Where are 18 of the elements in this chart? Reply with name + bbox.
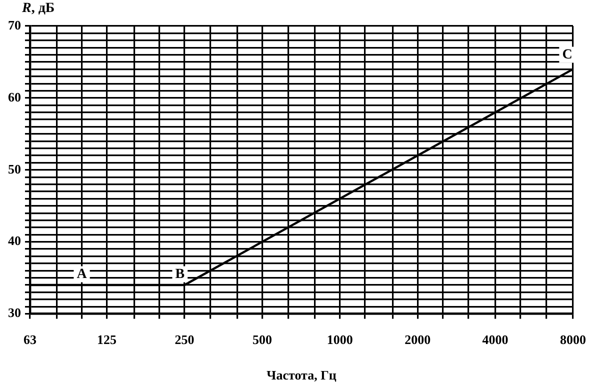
- y-tick-label: 40: [8, 233, 21, 248]
- annotation: A: [76, 266, 88, 282]
- x-tick-label: 8000: [560, 332, 586, 347]
- x-tick-label: 125: [97, 332, 118, 347]
- x-tick-label: 1000: [326, 332, 353, 347]
- y-tick-label: 60: [8, 89, 21, 104]
- x-tick-label: 4000: [482, 332, 508, 347]
- annotation: C: [562, 47, 572, 62]
- y-axis-title: R, дБ: [21, 1, 55, 16]
- x-tick-label: 63: [24, 332, 37, 347]
- y-tick-label: 30: [8, 305, 21, 320]
- x-tick-label: 250: [174, 332, 194, 347]
- annotation: B: [175, 266, 185, 282]
- x-tick-label: 2000: [404, 332, 431, 347]
- y-tick-label: 70: [8, 17, 21, 32]
- x-axis-title: Частота, Гц: [266, 368, 337, 383]
- y-tick-label: 50: [8, 161, 21, 176]
- x-tick-label: 500: [252, 332, 272, 347]
